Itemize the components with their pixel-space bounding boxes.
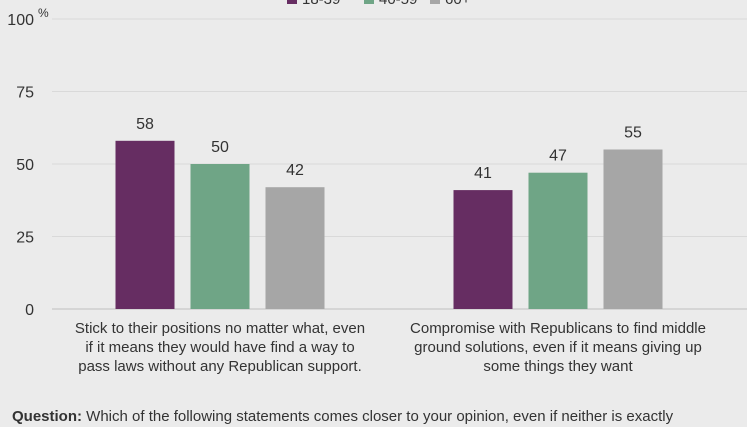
bar-60+-2 — [603, 149, 663, 309]
category-label-line: pass laws without any Republican support… — [78, 358, 362, 375]
category-label-line: ground solutions, even if it means givin… — [414, 339, 702, 356]
legend-label: 18-39 — [302, 0, 340, 8]
data-label: 58 — [136, 116, 154, 133]
legend-swatch — [287, 0, 297, 4]
legend: 18-39 40-59 60+ — [287, 0, 471, 8]
legend-label: 60+ — [445, 0, 471, 8]
bar-40-59-2 — [528, 172, 588, 309]
category-label-line: if it means they would have find a way t… — [85, 339, 354, 356]
y-tick-label: 75 — [16, 85, 34, 102]
data-label: 41 — [474, 165, 492, 182]
bars — [115, 140, 663, 309]
category-labels: Stick to their positions no matter what,… — [75, 320, 706, 375]
y-tick-label: 0 — [25, 302, 34, 319]
legend-swatch — [364, 0, 374, 4]
y-tick-label: 25 — [16, 230, 34, 247]
y-tick-label: 50 — [16, 157, 34, 174]
data-labels: 58 50 42 41 47 55 — [136, 116, 642, 182]
bar-40-59-1 — [190, 164, 250, 309]
bar-18-39-1 — [115, 140, 175, 309]
y-axis-ticks: 0 25 50 75 100 — [7, 12, 34, 319]
data-label: 55 — [624, 125, 642, 142]
question-note: Question: Which of the following stateme… — [12, 407, 747, 427]
question-label: Question: — [12, 408, 82, 425]
bar-60+-1 — [265, 187, 325, 309]
legend-label: 40-59 — [379, 0, 417, 8]
data-label: 42 — [286, 162, 304, 179]
legend-swatch — [430, 0, 440, 4]
category-label-line: Stick to their positions no matter what,… — [75, 320, 365, 337]
question-text: Which of the following statements comes … — [86, 408, 674, 425]
category-label-line: Compromise with Republicans to find midd… — [410, 320, 706, 337]
bar-18-39-2 — [453, 190, 513, 309]
data-label: 50 — [211, 139, 229, 156]
y-axis-unit: % — [38, 6, 49, 20]
data-label: 47 — [549, 148, 567, 165]
category-label-line: some things they want — [483, 358, 633, 375]
y-tick-label: 100 — [7, 12, 34, 29]
